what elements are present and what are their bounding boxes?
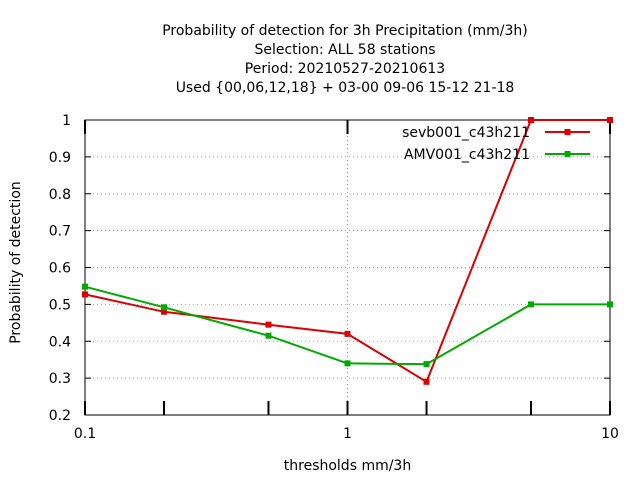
legend-marker: [564, 129, 571, 135]
data-point: [344, 330, 351, 337]
data-point: [607, 117, 613, 123]
data-point: [161, 308, 168, 315]
y-tick-label: 0.7: [49, 224, 71, 240]
legend: sevb001_c43h211 AMV001_c43h211: [402, 125, 590, 163]
x-tick-label: 0.1: [74, 426, 96, 442]
data-point: [527, 301, 534, 308]
data-point: [82, 283, 88, 290]
title-line: Period: 20210527-20210613: [245, 61, 445, 77]
data-point: [82, 291, 88, 298]
data-point: [344, 360, 351, 367]
y-axis-label: Probability of detection: [8, 181, 24, 344]
title-line: Selection: ALL 58 stations: [254, 42, 435, 58]
x-tick-label: 1: [343, 426, 352, 442]
legend-label: sevb001_c43h211: [402, 125, 530, 141]
data-point: [527, 117, 534, 123]
y-tick-label: 0.8: [49, 187, 71, 203]
x-axis-label: thresholds mm/3h: [284, 458, 411, 474]
data-point: [161, 304, 168, 311]
title-line: Probability of detection for 3h Precipit…: [162, 23, 528, 39]
y-tick-label: 0.4: [49, 334, 71, 350]
data-point: [265, 332, 272, 339]
grid-lines: [85, 120, 610, 415]
data-point: [423, 361, 430, 368]
data-point: [265, 321, 272, 328]
y-tick-label: 0.3: [49, 371, 71, 387]
series-lines: [82, 117, 613, 385]
title-line: Used {00,06,12,18} + 03-00 09-06 15-12 2…: [176, 80, 515, 96]
series-line: [84, 119, 610, 384]
y-tick-label: 1: [62, 113, 71, 129]
y-tick-label: 0.9: [49, 150, 71, 166]
axis-ticks: 0.2 0.3 0.4 0.5 0.6 0.7 0.8 0.9 1 0.1 1 10: [49, 113, 619, 442]
legend-marker: [564, 151, 571, 157]
y-tick-label: 0.5: [49, 297, 71, 313]
data-point: [423, 378, 430, 385]
data-point: [607, 301, 613, 308]
legend-label: AMV001_c43h211: [404, 147, 530, 163]
y-tick-label: 0.6: [49, 261, 71, 277]
x-tick-label: 10: [601, 426, 619, 442]
chart-title: Probability of detection for 3h Precipit…: [162, 23, 528, 96]
y-tick-label: 0.2: [49, 408, 71, 424]
